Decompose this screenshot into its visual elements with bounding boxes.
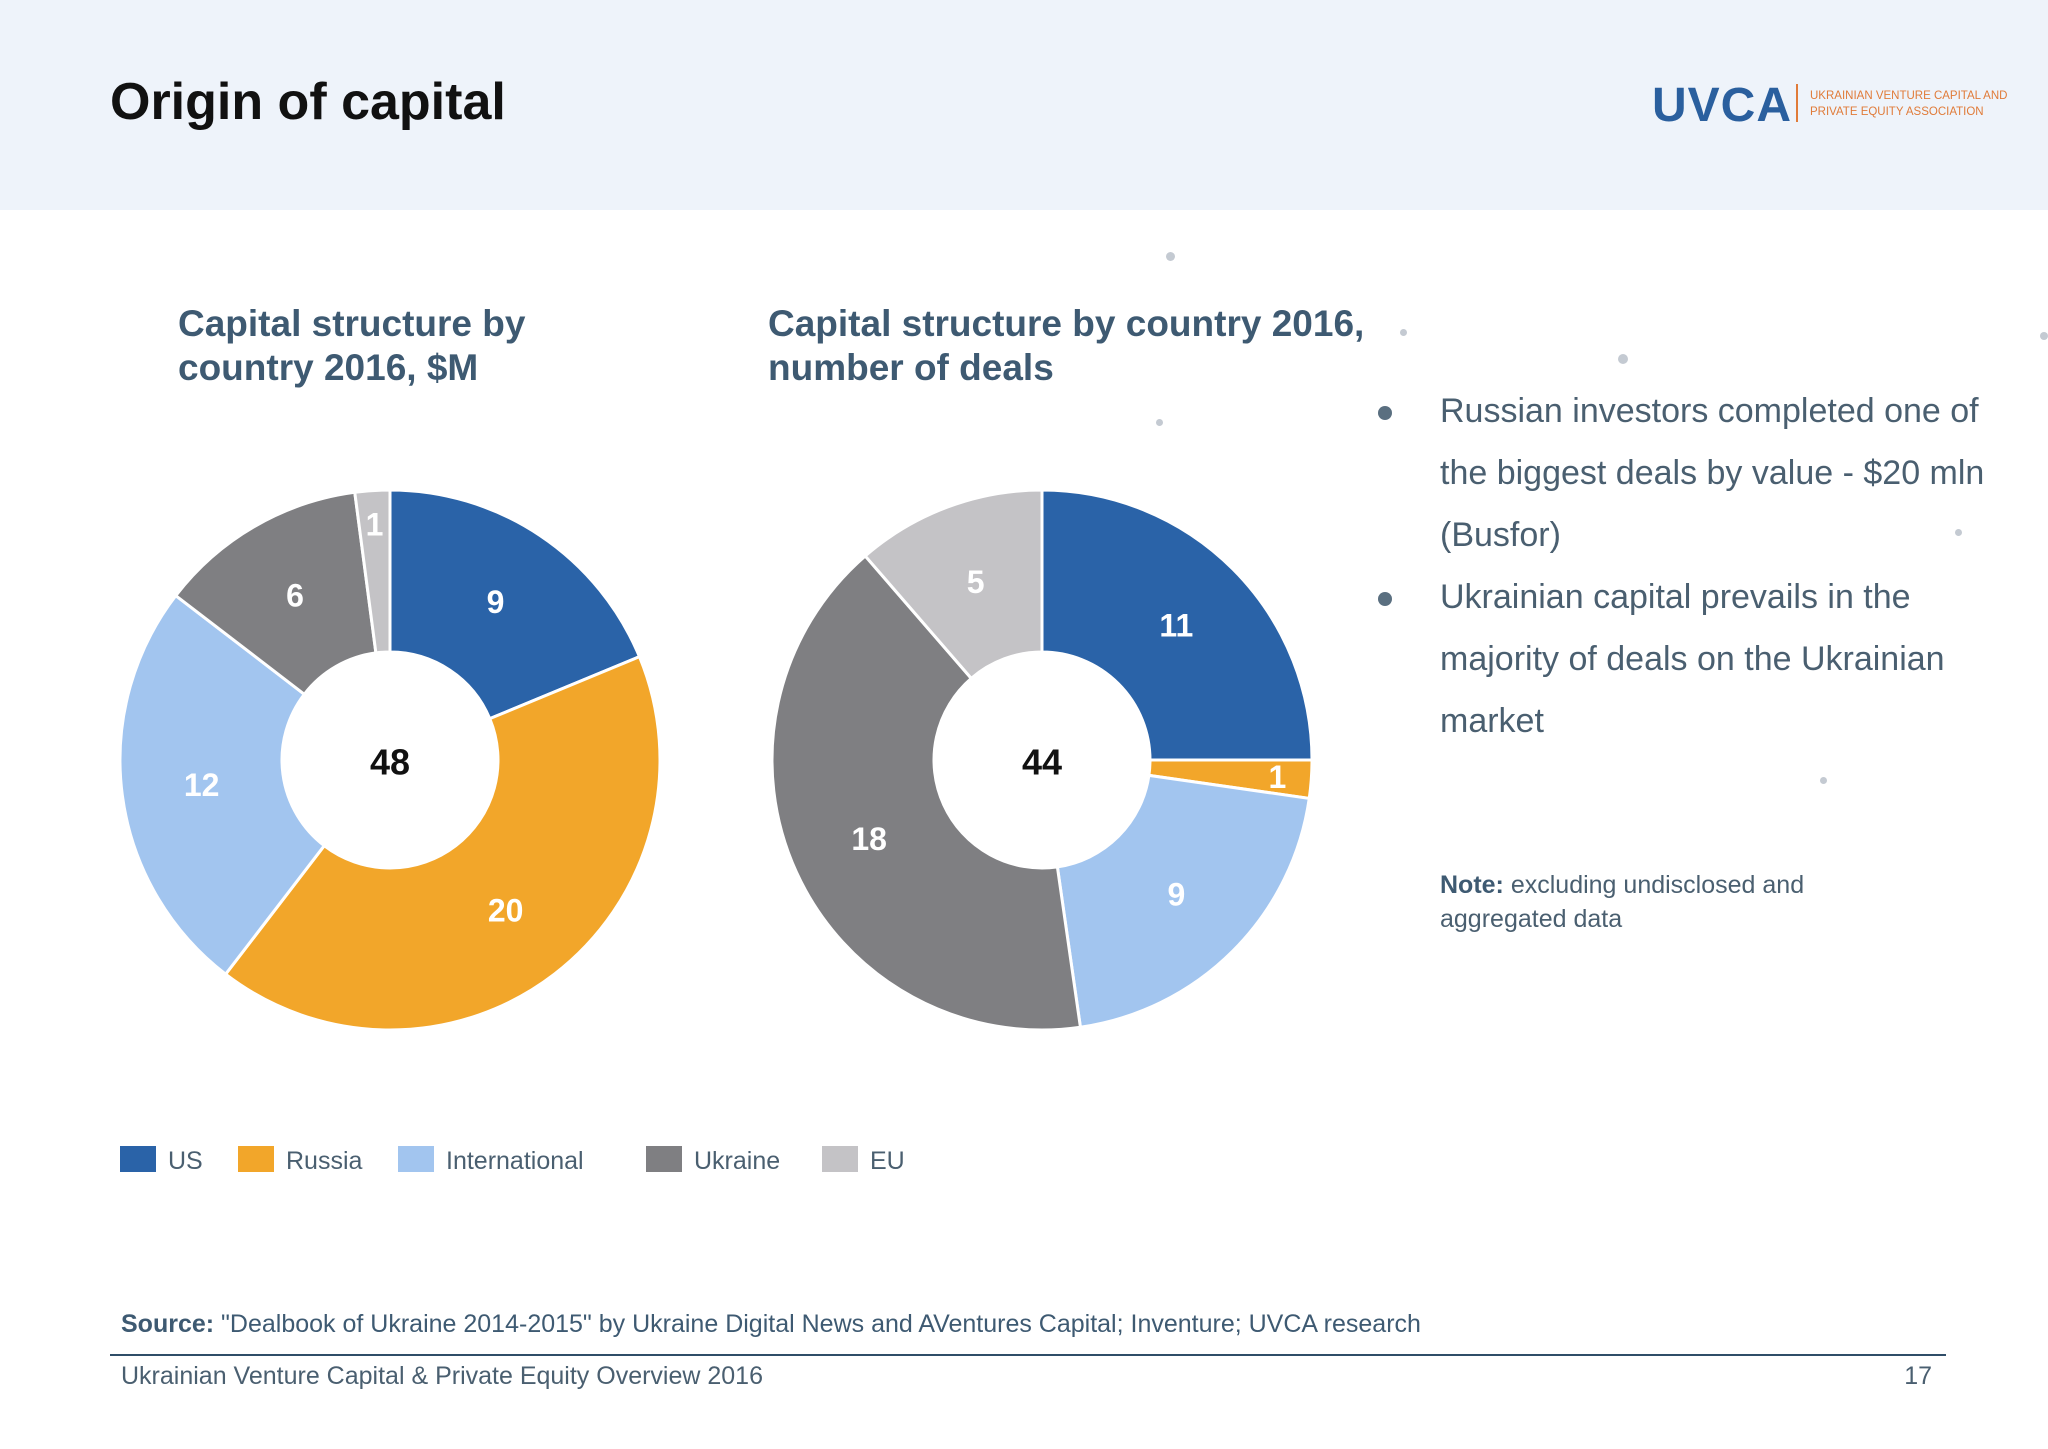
chart-title-amount: Capital structure by country 2016, $M [178,303,526,388]
source-text: "Dealbook of Ukraine 2014-2015" by Ukrai… [214,1310,1421,1338]
donut-slice-us [388,488,642,721]
page-number: 17 [1904,1362,1932,1390]
slice-label-eu: 5 [967,564,985,600]
donut-center-total: 44 [1022,742,1062,783]
page-title: Origin of capital [110,73,506,131]
decorative-dot [1166,252,1175,261]
slice-label-ukraine: 18 [851,821,887,857]
chart-title-deals: Capital structure by country 2016, numbe… [768,303,1365,388]
decorative-dot [1400,329,1407,336]
slice-label-international: 9 [1167,876,1185,912]
slice-label-us: 11 [1159,608,1193,644]
legend-label: Russia [286,1147,363,1175]
footer-text: Ukrainian Venture Capital & Private Equi… [121,1362,763,1390]
decorative-dot [1820,777,1827,784]
legend-label: International [446,1147,584,1175]
donut-chart-amount: 9 20 12 6 1 48 [118,488,662,1032]
donut-slice-russia [223,654,662,1032]
donut-slice-ukraine [173,490,378,697]
logo-mark: UVCA [1652,79,1793,132]
bullet-text: Ukrainian capital prevails in the majori… [1440,578,1945,740]
slice-label-international: 12 [184,767,220,803]
bullet-item: Russian investors completed one of the b… [1370,380,1990,566]
legend-label: Ukraine [694,1147,781,1175]
note-label: Note: [1440,871,1504,899]
legend-swatch [822,1146,858,1172]
legend-swatch [398,1146,434,1172]
key-findings: Russian investors completed one of the b… [1370,380,1990,752]
legend-swatch [238,1146,274,1172]
slice-label-russia: 20 [488,893,524,929]
note-text: excluding undisclosed and aggregated dat… [1440,871,1805,933]
legend-swatch [646,1146,682,1172]
donut-slice-us [1040,488,1314,762]
legend-label: EU [870,1147,905,1175]
header-band [0,0,2048,210]
decorative-dot [1618,354,1628,364]
donut-slice-international [1055,773,1311,1029]
donut-slice-eu [353,488,392,655]
donut-slice-ukraine [770,553,1083,1032]
logo-divider [1796,84,1798,122]
source-note: Source: "Dealbook of Ukraine 2014-2015" … [121,1310,1421,1339]
bullet-dot [1378,592,1392,606]
legend-swatch [120,1146,156,1172]
logo-subtitle: Ukrainian venture capital and private eq… [1810,90,2008,118]
decorative-dot [1955,529,1962,536]
slice-label-eu: 1 [366,507,384,543]
donut-slice-eu [863,488,1044,681]
source-label: Source: [121,1310,215,1338]
bullet-dot [1378,406,1392,420]
donut-slice-international [118,593,327,977]
footer-divider [110,1354,1946,1356]
slice-label-us: 9 [487,584,505,620]
legend-label: US [168,1147,203,1175]
donut-center-total: 48 [370,742,410,783]
decorative-dot [2040,332,2048,340]
bullet-item: Ukrainian capital prevails in the majori… [1370,566,1990,752]
slice-label-ukraine: 6 [286,577,304,613]
note: Note: excluding undisclosed and aggregat… [1440,868,1870,936]
bullet-text: Russian investors completed one of the b… [1440,392,1985,554]
slice-label-russia: 1 [1269,759,1287,795]
decorative-dot [1156,419,1163,426]
